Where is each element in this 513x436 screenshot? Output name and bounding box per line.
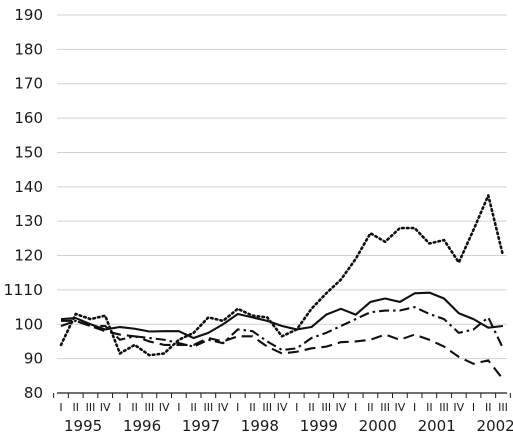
quarter-label: I <box>118 401 121 414</box>
series-line-dashed <box>61 319 504 380</box>
year-label: 2002 <box>477 417 513 435</box>
quarter-label: IV <box>394 401 405 414</box>
quarter-label: IV <box>453 401 464 414</box>
quarter-label: I <box>413 401 416 414</box>
y-tick-label: 160 <box>14 109 43 127</box>
quarter-label: IV <box>159 401 170 414</box>
series-line-solid <box>60 291 504 340</box>
quarter-label: III <box>86 401 96 414</box>
quarter-label: IV <box>218 401 229 414</box>
quarter-label: II <box>72 401 79 414</box>
quarter-label: III <box>439 401 449 414</box>
year-label: 1998 <box>241 417 279 435</box>
quarter-label: II <box>426 401 433 414</box>
quarter-label: II <box>249 401 256 414</box>
quarter-label: IV <box>277 401 288 414</box>
quarter-label: IV <box>100 401 111 414</box>
quarter-label: II <box>190 401 197 414</box>
x-axis: I II III IV I II III IV I II III IV I II III IV I II III IV… <box>53 393 513 435</box>
quarter-label: III <box>498 401 508 414</box>
y-tick-label: 1110 <box>4 281 43 299</box>
quarter-label: I <box>236 401 239 414</box>
gridlines <box>57 14 507 394</box>
year-label: 1997 <box>182 417 220 435</box>
quarter-label: III <box>321 401 331 414</box>
year-label: 2000 <box>359 417 397 435</box>
y-tick-label: 140 <box>14 178 43 196</box>
quarter-label: III <box>203 401 213 414</box>
quarter-label: III <box>380 401 390 414</box>
quarter-label: I <box>354 401 357 414</box>
y-tick-label: 180 <box>14 40 43 58</box>
quarter-label: II <box>485 401 492 414</box>
quarter-label: I <box>472 401 475 414</box>
year-label: 1995 <box>64 417 102 435</box>
quarter-label: II <box>131 401 138 414</box>
y-tick-label: 130 <box>14 212 43 230</box>
quarter-label: I <box>59 401 62 414</box>
quarter-label: I <box>295 401 298 414</box>
y-tick-label: 90 <box>24 350 43 368</box>
year-label: 1996 <box>123 417 161 435</box>
series-line-dotted <box>59 194 505 357</box>
y-tick-label: 80 <box>24 384 43 402</box>
quarter-label: I <box>177 401 180 414</box>
y-tick-label: 150 <box>14 143 43 161</box>
year-label: 2001 <box>418 417 456 435</box>
quarter-label: III <box>262 401 272 414</box>
quarter-label: II <box>308 401 315 414</box>
quarter-label: II <box>367 401 374 414</box>
quarter-label: IV <box>336 401 347 414</box>
data-series <box>59 194 505 380</box>
y-tick-label: 100 <box>14 315 43 333</box>
year-label: 1999 <box>300 417 338 435</box>
y-tick-label: 170 <box>14 75 43 93</box>
y-axis-tick-labels: 80 90 100 1110 120 130 140 150 160 170 180 190 <box>4 6 43 402</box>
quarter-label: III <box>145 401 155 414</box>
y-tick-label: 120 <box>14 247 43 265</box>
y-tick-label: 190 <box>14 6 43 24</box>
